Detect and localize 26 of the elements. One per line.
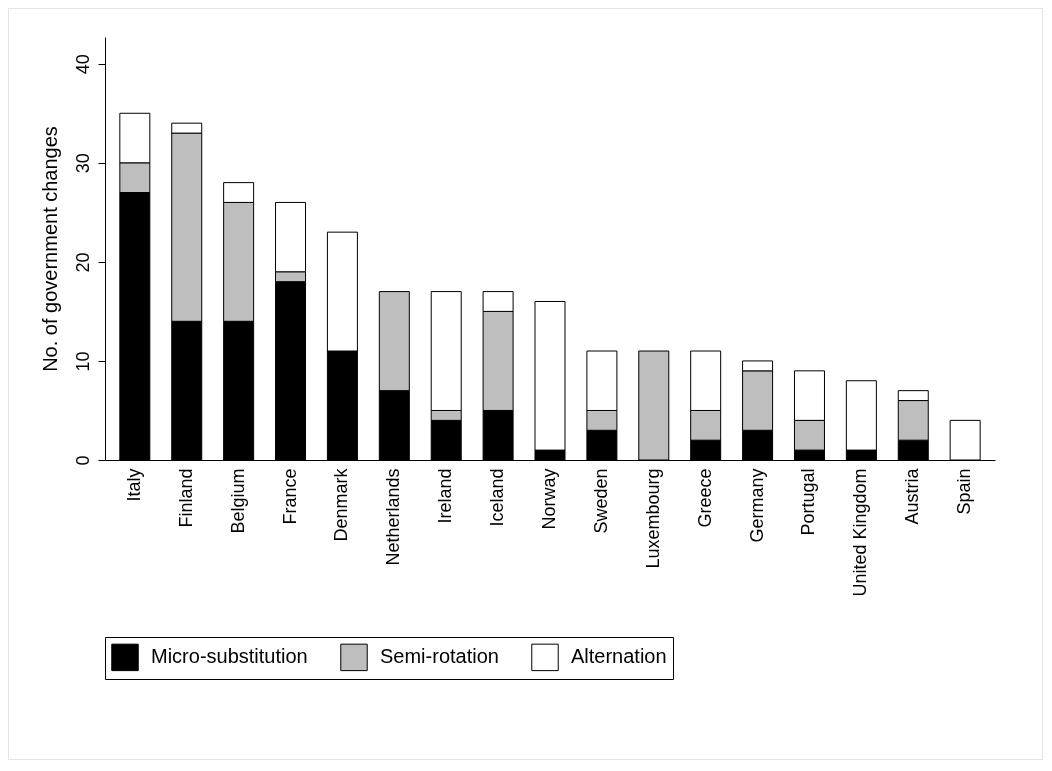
x-tick-label: Ireland xyxy=(435,468,456,524)
x-tick-label: Germany xyxy=(746,468,767,543)
x-tick-label: Greece xyxy=(694,468,715,528)
x-tick-label: Sweden xyxy=(590,468,611,534)
x-tick-label: France xyxy=(279,468,300,525)
x-tick-label: Spain xyxy=(954,468,975,515)
y-tick-label: 40 xyxy=(72,54,93,75)
x-tick-label: Denmark xyxy=(331,467,352,542)
x-tick-label: Italy xyxy=(123,468,144,502)
y-tick-label: 10 xyxy=(72,351,93,372)
x-tick-label: Austria xyxy=(902,467,923,525)
y-tick-label: 0 xyxy=(72,455,93,466)
y-tick-label: 20 xyxy=(72,252,93,273)
legend-label: Alternation xyxy=(571,645,667,668)
x-tick-label: Luxembourg xyxy=(642,468,663,569)
x-tick-label: Netherlands xyxy=(383,468,404,566)
x-tick-label: Iceland xyxy=(487,468,508,527)
legend-label: Semi-rotation xyxy=(380,645,499,668)
legend-label: Micro-substitution xyxy=(151,645,308,668)
x-tick-label: Belgium xyxy=(227,468,248,534)
y-axis-title: No. of government changes xyxy=(38,126,61,372)
x-tick-label: Norway xyxy=(539,468,559,530)
x-tick-label: United Kingdom xyxy=(850,468,871,597)
y-tick-label: 30 xyxy=(72,153,93,174)
x-tick-label: Finland xyxy=(175,468,196,528)
x-tick-label: Portugal xyxy=(798,468,819,536)
